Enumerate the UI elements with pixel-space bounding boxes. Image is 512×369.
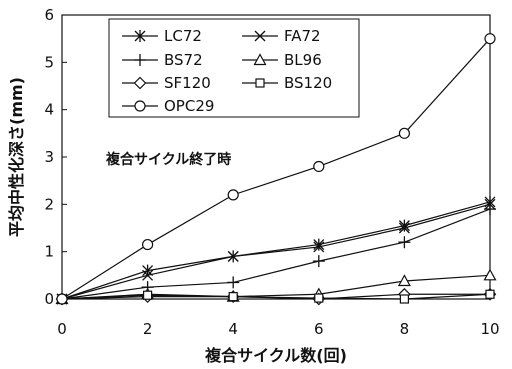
data-point	[142, 238, 154, 251]
legend-item-lc72: LC72	[122, 27, 202, 45]
y-tick-label: 5	[44, 53, 54, 71]
legend: LC72 FA72 BS72 BL96 SF120 BS120 OPC29	[108, 18, 360, 118]
legend-marker	[134, 30, 146, 42]
y-tick-label: 0	[44, 290, 54, 308]
data-point	[228, 292, 238, 302]
data-point	[398, 236, 411, 249]
series-line	[61, 38, 491, 300]
legend-item-bs72: BS72	[122, 51, 203, 69]
data-point	[143, 290, 153, 300]
y-tick-label: 2	[44, 195, 54, 213]
data-point	[227, 276, 240, 289]
data-point	[56, 293, 68, 305]
series-opc29	[56, 33, 496, 305]
legend-item-opc29: OPC29	[122, 97, 214, 115]
data-point	[397, 274, 411, 287]
data-point	[398, 127, 410, 139]
data-point	[484, 33, 496, 45]
y-tick-label: 6	[44, 6, 54, 24]
data-point	[485, 289, 495, 299]
legend-label: BS72	[164, 51, 203, 69]
legend-marker	[254, 30, 266, 42]
legend-marker	[134, 54, 146, 66]
y-tick-label: 4	[44, 101, 54, 119]
legend-label: SF120	[164, 74, 211, 92]
legend-label: BS120	[284, 74, 332, 92]
data-point	[314, 293, 324, 303]
data-point	[399, 294, 409, 304]
legend-label: OPC29	[164, 97, 214, 115]
x-tick-label: 0	[57, 320, 67, 338]
legend-label: LC72	[164, 27, 202, 45]
x-tick-label: 2	[143, 320, 153, 338]
legend-label: BL96	[284, 51, 322, 69]
legend-marker	[134, 100, 146, 112]
series-line	[61, 208, 491, 300]
y-tick-label: 3	[44, 148, 54, 166]
data-point	[313, 241, 325, 253]
legend-marker	[253, 53, 267, 66]
legend-item-bl96: BL96	[242, 51, 322, 69]
data-point	[227, 189, 239, 201]
data-point	[312, 255, 325, 268]
axis-ticks: 0 1 2 3 4 5 6 0 2 4 6 8 10	[44, 6, 499, 338]
series-line	[61, 274, 491, 300]
legend-box	[108, 18, 360, 118]
legend-item-sf120: SF120	[122, 74, 211, 92]
legend-label: FA72	[284, 27, 321, 45]
x-tick-label: 6	[314, 320, 324, 338]
data-point	[313, 160, 325, 173]
data-point	[484, 203, 496, 216]
x-tick-label: 8	[400, 320, 410, 338]
data-point	[227, 250, 239, 262]
y-tick-label: 1	[44, 243, 54, 261]
x-tick-label: 4	[228, 320, 238, 338]
series-line	[61, 293, 491, 300]
x-axis-label: 複合サイクル数(回)	[204, 346, 347, 365]
series-group	[55, 33, 497, 306]
data-point	[142, 269, 154, 281]
legend-item-fa72: FA72	[242, 27, 321, 45]
legend-marker	[255, 78, 265, 88]
x-tick-label: 10	[480, 320, 499, 338]
legend-item-bs120: BS120	[242, 74, 332, 92]
y-axis-label: 平均中性化深さ(mm)	[7, 77, 26, 237]
data-point	[483, 268, 497, 281]
legend-marker	[133, 76, 147, 90]
data-point	[398, 222, 410, 234]
series-line	[61, 201, 491, 300]
series-line	[61, 203, 491, 300]
annotation-text: 複合サイクル終了時	[105, 151, 231, 168]
